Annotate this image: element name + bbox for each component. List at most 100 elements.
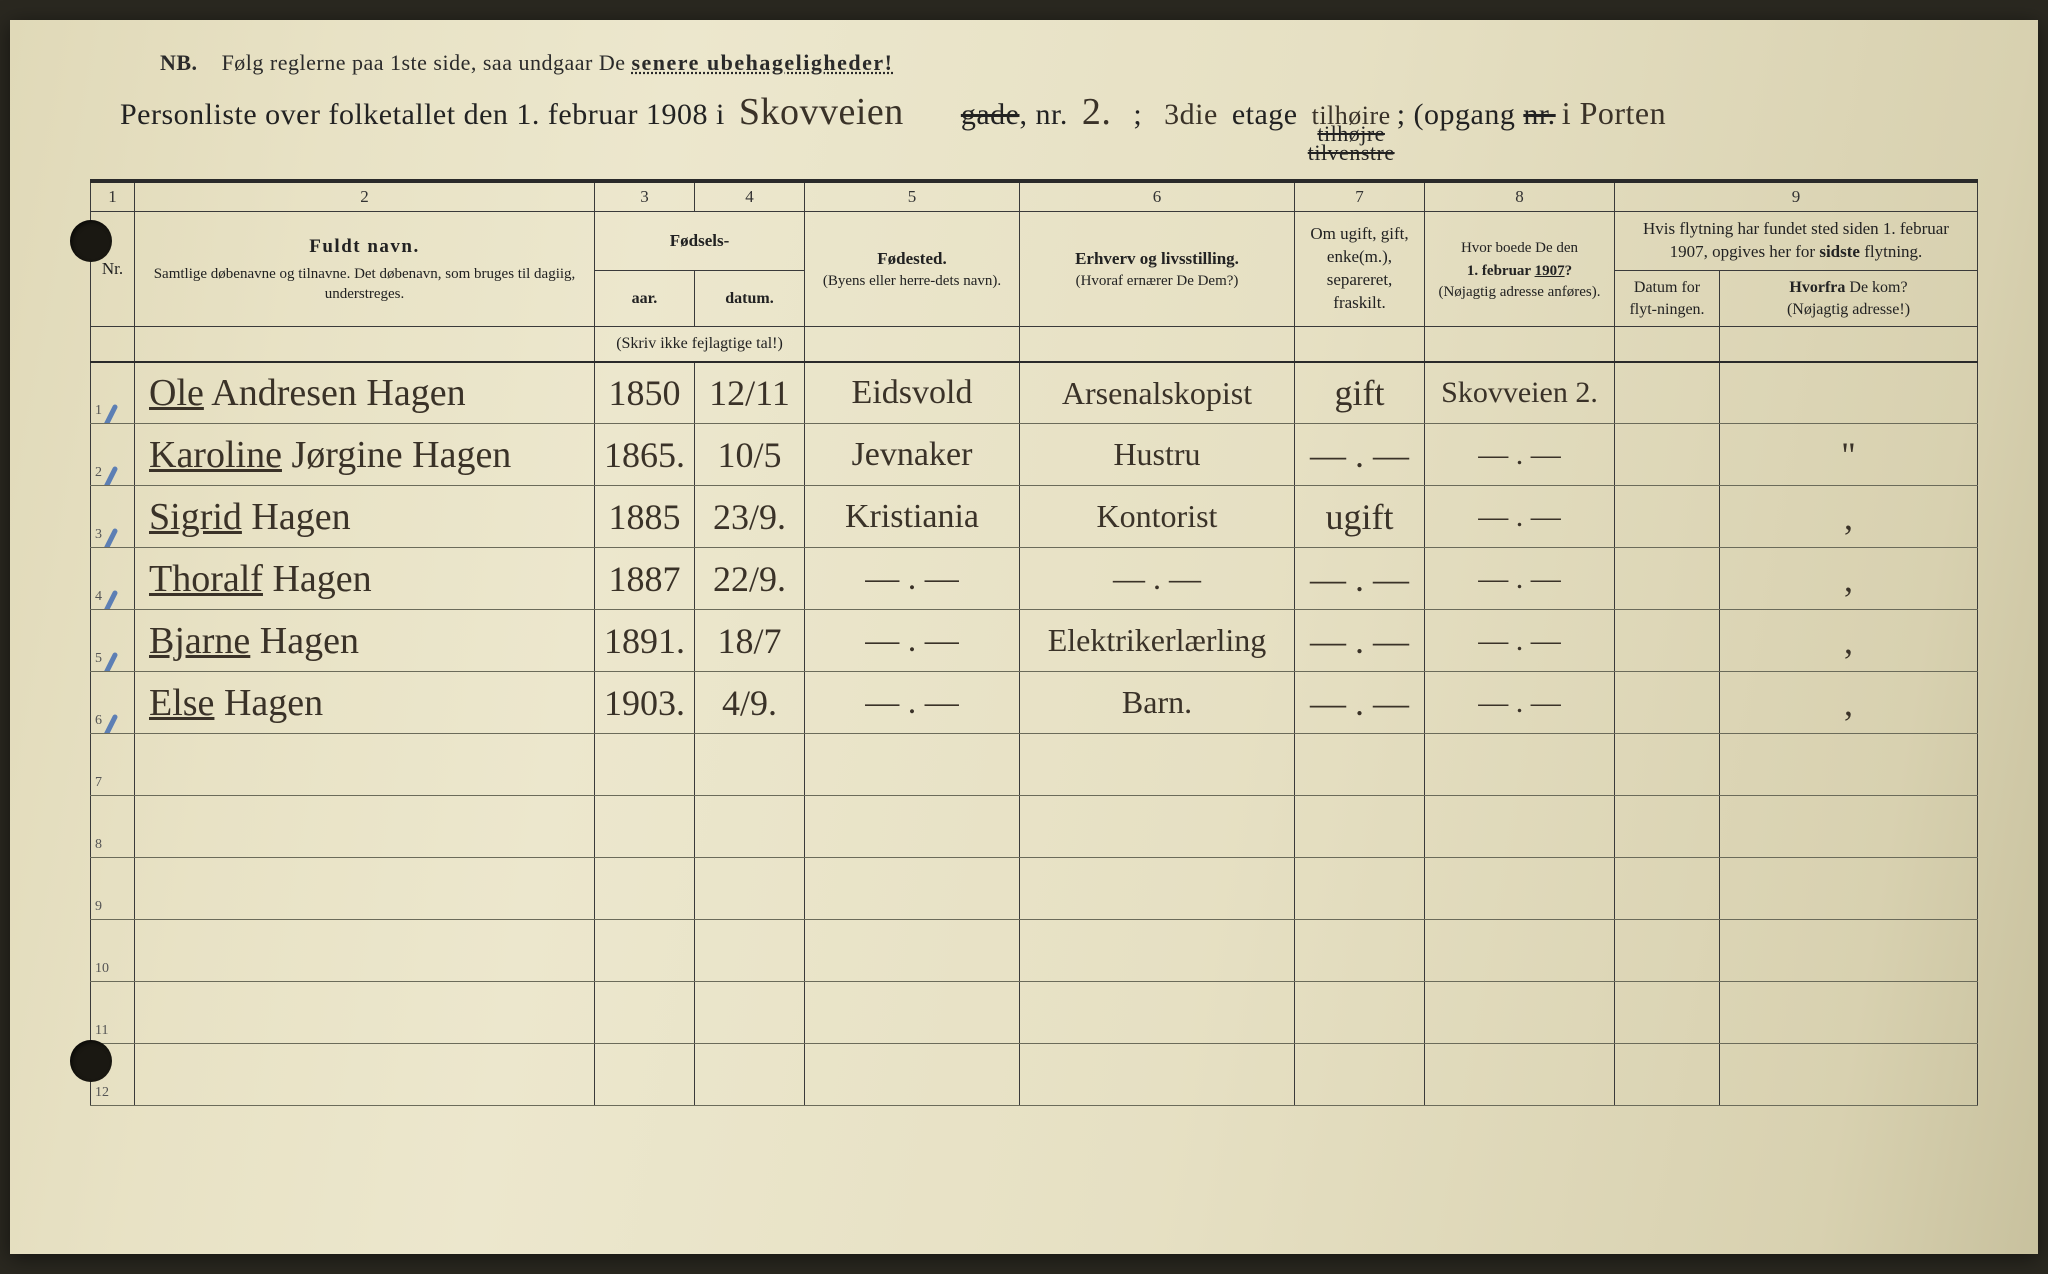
name-cell [135,734,595,796]
from-cell [1720,734,1978,796]
occ-cell: Kontorist [1020,486,1295,548]
hdr-name: Fuldt navn. Samtlige døbenavne og tilnav… [135,212,595,327]
nb-label: NB. [160,50,198,75]
table-row: 8 [91,796,1978,858]
occ-cell [1020,982,1295,1044]
place-cell: — . — [805,548,1020,610]
mar-cell: — . — [1295,672,1425,734]
mvdate-cell [1615,734,1720,796]
semicolon: ; [1133,98,1142,132]
title-line: Personliste over folketallet den 1. febr… [120,90,1978,163]
from-cell [1720,796,1978,858]
yr-cell: 1891. [595,610,695,672]
from-cell: , [1720,610,1978,672]
row-number-cell: 12 [91,1044,135,1106]
from-cell [1720,858,1978,920]
addr-cell [1425,734,1615,796]
date-cell [695,858,805,920]
name-cell [135,796,595,858]
yr-cell [595,796,695,858]
table-row: 11 [91,982,1978,1044]
gade-strike: gade [961,98,1020,132]
date-cell [695,734,805,796]
addr-cell [1425,796,1615,858]
name-cell [135,920,595,982]
census-page: NB. Følg reglerne paa 1ste side, saa und… [10,20,2038,1254]
hdr-addr: Hvor boede De den1. februar 1907? (Nøjag… [1425,212,1615,327]
name-cell [135,982,595,1044]
addr-cell [1425,1044,1615,1106]
mvdate-cell [1615,672,1720,734]
notice-line: NB. Følg reglerne paa 1ste side, saa und… [160,50,1978,76]
date-cell: 22/9. [695,548,805,610]
mar-cell: ugift [1295,486,1425,548]
from-cell: " [1720,424,1978,486]
date-cell [695,982,805,1044]
nr-label: , nr. [1019,98,1067,132]
row-number-cell: 9 [91,858,135,920]
occ-cell: — . — [1020,548,1295,610]
name-cell: Karoline Jørgine Hagen [135,424,595,486]
row-number-cell: 7 [91,734,135,796]
name-cell [135,858,595,920]
from-cell [1720,982,1978,1044]
column-numbers-row: 1 2 3 4 5 6 7 8 9 [91,183,1978,212]
mvdate-cell [1615,858,1720,920]
mar-cell: — . — [1295,424,1425,486]
yr-cell [595,1044,695,1106]
colnum: 6 [1020,183,1295,212]
colnum: 3 [595,183,695,212]
mvdate-cell [1615,920,1720,982]
hdr-aar: aar. [595,271,695,327]
colnum: 1 [91,183,135,212]
notice-text-1: Følg reglerne paa 1ste side, saa undgaar… [222,50,626,75]
colnum: 2 [135,183,595,212]
yr-cell [595,734,695,796]
mvdate-cell [1615,610,1720,672]
table-row: 12 [91,1044,1978,1106]
addr-cell: — . — [1425,548,1615,610]
addr-cell [1425,982,1615,1044]
mvdate-cell [1615,362,1720,424]
mar-cell [1295,734,1425,796]
yr-cell [595,982,695,1044]
row-number-cell: 4 [91,548,135,610]
mvdate-cell [1615,486,1720,548]
hdr-datum: datum. [695,271,805,327]
from-cell: , [1720,672,1978,734]
occ-cell: Elektrikerlærling [1020,610,1295,672]
place-cell: Jevnaker [805,424,1020,486]
addr-cell [1425,920,1615,982]
title-prefix: Personliste over folketallet den 1. febr… [120,98,725,132]
place-cell [805,858,1020,920]
yr-cell [595,858,695,920]
mar-cell: gift [1295,362,1425,424]
hdr-place: Fødested. (Byens eller herre-dets navn). [805,212,1020,327]
from-cell [1720,1044,1978,1106]
occ-cell [1020,858,1295,920]
etage-label: etage [1232,98,1298,132]
hdr-move-date: Datum for flyt-ningen. [1615,271,1720,327]
row-number-cell: 2 [91,424,135,486]
name-cell [135,1044,595,1106]
from-cell: , [1720,486,1978,548]
row-number-cell: 5 [91,610,135,672]
mvdate-cell [1615,1044,1720,1106]
table-body: 1Skriv tydelig!Ole Andresen Hagen185012/… [91,362,1978,1106]
table-row: 3Sigrid Hagen188523/9.KristianiaKontoris… [91,486,1978,548]
mar-cell [1295,858,1425,920]
place-cell [805,920,1020,982]
colnum: 4 [695,183,805,212]
header-row-3: (Skriv ikke fejlagtige tal!) [91,327,1978,362]
opgang-nr-strike: nr. [1523,98,1555,132]
notice-text-2: senere ubehageligheder! [631,50,893,75]
table-row: 6Else Hagen1903.4/9.— . —Barn.— . —— . —… [91,672,1978,734]
punch-hole-icon [70,220,112,262]
row-number-cell: 8 [91,796,135,858]
occ-cell [1020,920,1295,982]
name-cell: Bjarne Hagen [135,610,595,672]
yr-cell: 1865. [595,424,695,486]
place-cell: Kristiania [805,486,1020,548]
from-cell [1720,920,1978,982]
table-header: 1 2 3 4 5 6 7 8 9 Nr. Fuldt navn. Samtli… [91,183,1978,362]
